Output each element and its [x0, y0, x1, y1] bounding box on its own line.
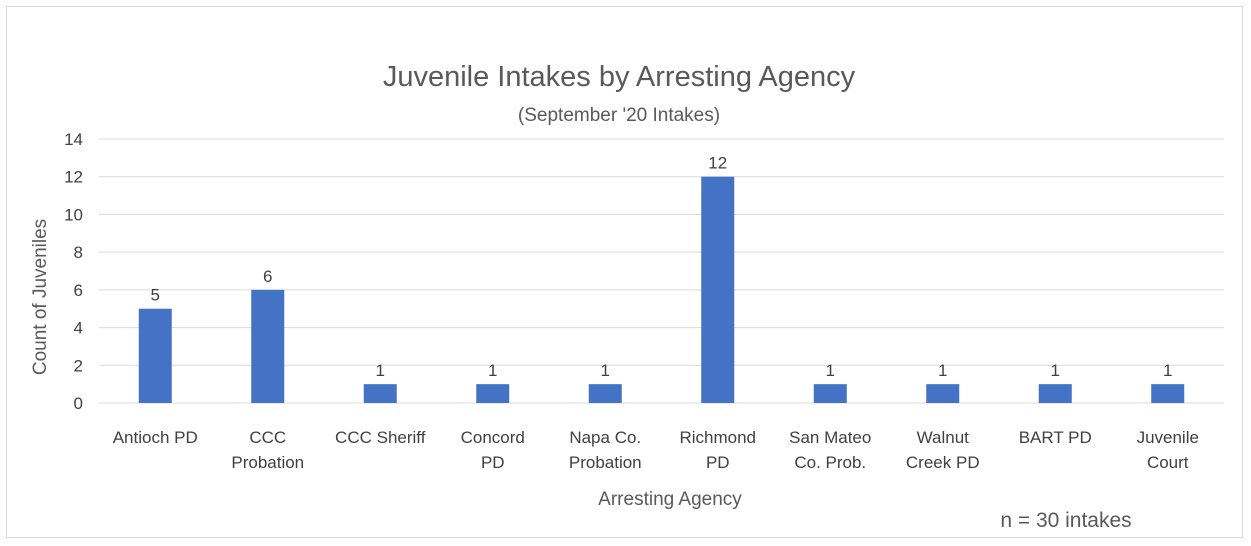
y-tick-label: 8	[74, 243, 83, 262]
bar	[363, 384, 397, 403]
x-tick-label-line: PD	[706, 453, 730, 472]
bar	[813, 384, 847, 403]
bar	[251, 289, 285, 403]
x-tick-label-line: Richmond	[679, 428, 756, 447]
x-tick-label: CCC Probation	[231, 428, 304, 472]
x-axis-ticks: Antioch PD CCC Probation CCC Sheriff Concord…	[113, 428, 1199, 472]
bar-chart: Juvenile Intakes by Arresting Agency (Se…	[30, 61, 1224, 532]
y-tick-label: 12	[64, 168, 83, 187]
bar	[588, 384, 622, 403]
bar-value-label: 1	[1163, 361, 1172, 380]
bar-value-label: 1	[488, 361, 497, 380]
bar-value-label: 1	[938, 361, 947, 380]
bar	[926, 384, 960, 403]
x-tick-label-line: Court	[1147, 453, 1189, 472]
bar-value-label: 1	[826, 361, 835, 380]
y-tick-label: 14	[64, 130, 83, 149]
bar-value-label: 1	[601, 361, 610, 380]
x-tick-label: Richmond PD	[679, 428, 756, 472]
x-tick-label-line: PD	[481, 453, 505, 472]
x-tick-label-line: Antioch PD	[113, 428, 198, 447]
x-tick-label-line: Napa Co.	[569, 428, 641, 447]
bar	[476, 384, 510, 403]
x-tick-label-line: Co. Prob.	[794, 453, 866, 472]
bar-value-label: 12	[708, 154, 727, 173]
x-tick-label: Antioch PD	[113, 428, 198, 447]
x-tick-label: Juvenile Court	[1137, 428, 1199, 472]
x-tick-label: BART PD	[1019, 428, 1092, 447]
bar	[701, 176, 735, 403]
x-tick-label-line: CCC Sheriff	[335, 428, 426, 447]
x-tick-label-line: Walnut	[917, 428, 970, 447]
y-tick-label: 2	[74, 356, 83, 375]
sample-size-note: n = 30 intakes	[1000, 509, 1131, 532]
x-tick-label-line: Concord	[461, 428, 525, 447]
x-tick-label-line: Juvenile	[1137, 428, 1199, 447]
data-labels: 5 6 1 1 1 12 1 1 1 1	[151, 154, 1173, 380]
chart-subtitle: (September '20 Intakes)	[518, 105, 720, 126]
y-tick-label: 6	[74, 281, 83, 300]
x-tick-label-line: Probation	[569, 453, 642, 472]
y-tick-label: 0	[74, 394, 83, 413]
x-tick-label: San Mateo Co. Prob.	[789, 428, 871, 472]
bar-value-label: 6	[263, 267, 272, 286]
x-tick-label-line: Creek PD	[906, 453, 980, 472]
x-tick-label-line: BART PD	[1019, 428, 1092, 447]
x-tick-label: Napa Co. Probation	[569, 428, 642, 472]
y-axis-ticks: 0 2 4 6 8 10 12 14	[64, 130, 83, 413]
y-tick-label: 10	[64, 205, 83, 224]
bar-value-label: 1	[1051, 361, 1060, 380]
bar	[1038, 384, 1072, 403]
y-axis-title: Count of Juveniles	[30, 219, 51, 375]
bar	[1151, 384, 1185, 403]
x-axis-title: Arresting Agency	[598, 489, 742, 510]
gridlines	[99, 138, 1224, 404]
x-tick-label: Walnut Creek PD	[906, 428, 980, 472]
bars	[138, 176, 1185, 403]
x-tick-label: Concord PD	[461, 428, 525, 472]
x-tick-label-line: Probation	[231, 453, 304, 472]
chart-title: Juvenile Intakes by Arresting Agency	[383, 61, 856, 93]
x-tick-label-line: San Mateo	[789, 428, 871, 447]
bar-value-label: 1	[376, 361, 385, 380]
chart-frame: Juvenile Intakes by Arresting Agency (Se…	[6, 6, 1243, 538]
bar-value-label: 5	[151, 286, 160, 305]
y-tick-label: 4	[74, 319, 83, 338]
x-tick-label: CCC Sheriff	[335, 428, 426, 447]
bar	[138, 308, 172, 403]
x-tick-label-line: CCC	[249, 428, 286, 447]
